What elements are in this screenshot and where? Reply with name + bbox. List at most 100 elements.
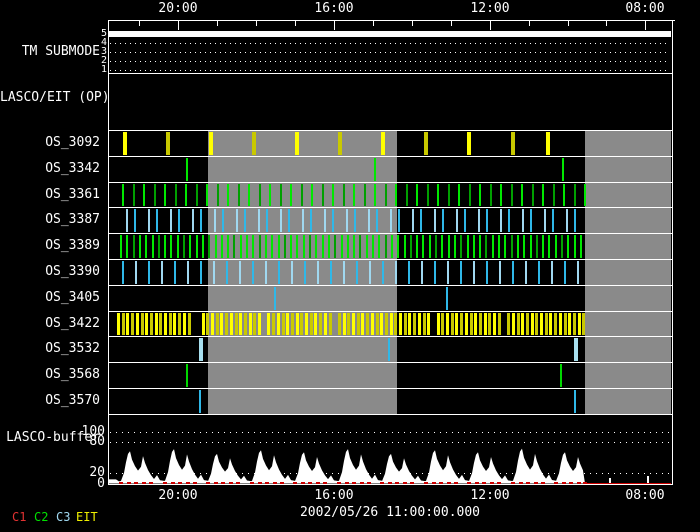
event-bar <box>563 312 567 335</box>
event-bar <box>488 312 492 335</box>
event-bar <box>206 312 210 335</box>
bottom-axis-time-label: 20:00 <box>158 488 198 503</box>
event-bar <box>368 208 370 232</box>
event-bar <box>187 260 189 284</box>
event-bar <box>214 234 217 258</box>
top-axis-line <box>108 20 675 21</box>
buffer-red-gap-tick <box>119 482 123 484</box>
event-bar <box>199 337 203 361</box>
event-bar <box>427 312 431 335</box>
event-bar <box>479 234 482 258</box>
event-bar <box>437 183 439 206</box>
top-axis-minor-tick <box>529 20 530 26</box>
event-bar <box>189 234 192 258</box>
event-bar <box>215 312 219 335</box>
event-bar <box>278 260 280 284</box>
event-bar <box>321 183 324 206</box>
event-bar <box>453 234 456 258</box>
event-bar <box>510 183 513 206</box>
lasco-eit-op-label: LASCO/EIT (OP) <box>0 90 110 105</box>
event-bar <box>346 208 348 232</box>
event-bar <box>529 234 532 258</box>
event-bar <box>340 234 343 258</box>
event-bar <box>512 260 514 284</box>
event-bar <box>236 208 238 232</box>
event-bar <box>305 312 308 335</box>
event-bar <box>237 183 240 206</box>
event-bar <box>145 312 149 335</box>
row-label-os_3092: OS_3092 <box>45 135 100 150</box>
bottom-axis-time-label: 12:00 <box>470 488 510 503</box>
event-bar <box>332 208 334 232</box>
event-bar <box>332 183 334 206</box>
buffer-red-gap-tick <box>149 482 153 484</box>
event-bar <box>381 131 385 155</box>
event-bar <box>185 183 187 206</box>
event-bar <box>446 312 449 335</box>
event-bar <box>200 260 202 284</box>
buffer-gridline <box>110 432 670 433</box>
event-bar <box>460 234 463 258</box>
tm-submode-scale-digit: 1 <box>100 64 107 75</box>
top-axis-minor-tick <box>295 20 296 26</box>
row-label-os_3361: OS_3361 <box>45 186 100 202</box>
event-bar <box>572 312 576 335</box>
row-separator-line <box>108 259 673 260</box>
event-bar <box>562 157 564 181</box>
event-bar <box>434 260 436 284</box>
event-bar <box>200 208 202 232</box>
event-bar <box>552 183 555 206</box>
buffer-red-gap-tick <box>432 482 436 484</box>
event-bar <box>311 183 313 206</box>
event-bar <box>376 208 378 232</box>
event-bar <box>573 234 576 258</box>
event-bar <box>552 208 554 232</box>
event-bar <box>337 312 341 335</box>
event-bar <box>159 312 163 335</box>
event-bar <box>447 183 450 206</box>
event-bar <box>409 234 412 258</box>
event-bar <box>135 260 137 284</box>
buffer-future-spike <box>647 476 649 483</box>
event-bar <box>164 234 167 258</box>
plot-left-border <box>108 20 109 484</box>
event-bar <box>577 260 579 284</box>
event-bar <box>269 183 271 206</box>
buffer-red-gap-tick <box>562 482 566 484</box>
top-axis-time-label: 12:00 <box>470 1 510 16</box>
event-bar <box>343 260 345 284</box>
event-bar <box>149 312 153 335</box>
event-bar <box>323 312 327 335</box>
buffer-red-gap-tick <box>475 482 479 484</box>
buffer-red-gap-tick <box>337 482 341 484</box>
event-bar <box>246 234 248 258</box>
bottom-axis-time-label: 16:00 <box>314 488 354 503</box>
event-bar <box>253 312 257 335</box>
top-axis-minor-tick <box>373 20 374 26</box>
event-bar <box>126 312 130 335</box>
event-bar <box>315 234 318 258</box>
row-label-os_3389: OS_3389 <box>45 238 100 253</box>
event-bar <box>374 183 376 206</box>
event-bar <box>516 234 519 258</box>
row-separator-line <box>108 207 673 208</box>
buffer-red-gap-tick <box>221 482 225 484</box>
gray-band <box>585 131 671 414</box>
buffer-red-gap-tick <box>186 482 190 484</box>
event-bar <box>474 312 478 335</box>
event-bar <box>178 312 182 335</box>
event-bar <box>511 131 515 155</box>
event-bar <box>405 183 408 206</box>
event-bar <box>551 260 553 284</box>
legend-item-c1: C1 <box>12 510 27 524</box>
buffer-red-gap-tick <box>554 482 558 484</box>
event-bar <box>328 312 332 335</box>
event-bar <box>192 208 194 232</box>
event-bar <box>497 312 501 335</box>
event-bar <box>173 312 177 335</box>
event-bar <box>455 312 459 335</box>
event-bar <box>166 131 170 155</box>
event-bar <box>369 260 371 284</box>
event-bar <box>389 312 393 335</box>
event-bar <box>421 260 423 284</box>
